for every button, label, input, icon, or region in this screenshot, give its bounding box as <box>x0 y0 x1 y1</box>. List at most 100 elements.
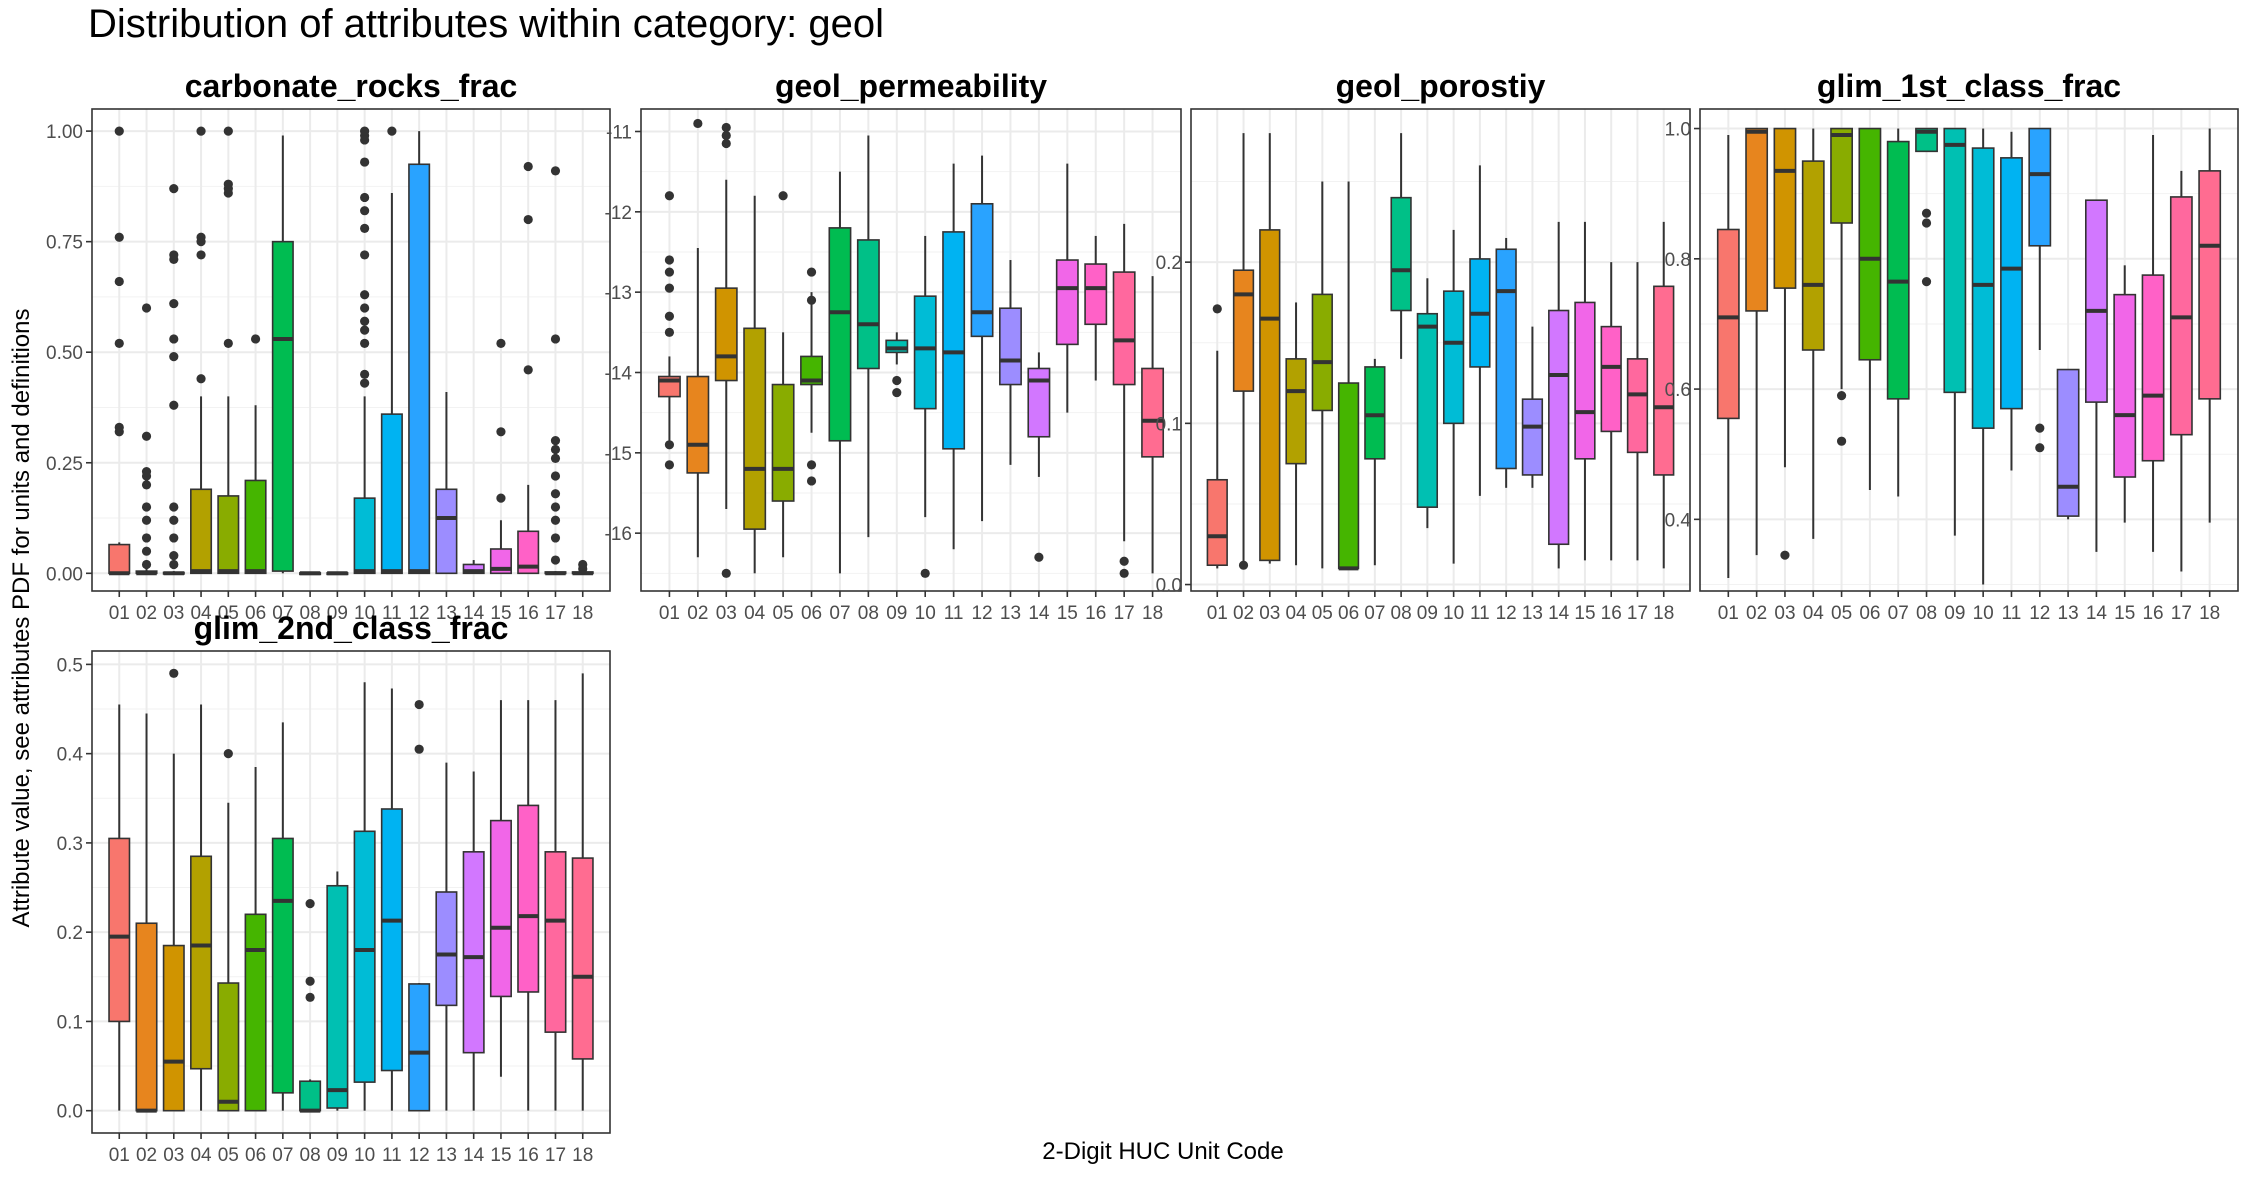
box-08 <box>856 135 880 538</box>
box-body <box>380 808 403 1072</box>
outlier-point <box>114 422 124 432</box>
panel-title: geol_permeability <box>775 68 1047 104</box>
outlier-point <box>141 559 152 570</box>
y-tick-label: 1.00 <box>46 122 83 143</box>
x-tick-label: 18 <box>572 1145 593 1166</box>
x-tick-label: 11 <box>2002 603 2022 624</box>
box-body <box>1600 325 1622 433</box>
box-body <box>462 563 485 575</box>
box-01 <box>657 191 681 470</box>
outlier-point <box>114 276 124 287</box>
x-tick-label: 02 <box>136 603 157 624</box>
x-tick-label: 02 <box>1746 603 1767 624</box>
x-tick-label: 05 <box>218 603 239 624</box>
box-15 <box>489 338 512 575</box>
box-03 <box>162 668 185 1112</box>
box-body <box>743 327 767 530</box>
x-tick-label: 11 <box>1470 603 1490 624</box>
box-body <box>1495 248 1517 470</box>
box-body <box>544 851 567 1033</box>
outlier-point <box>141 546 152 556</box>
box-04 <box>743 195 767 574</box>
box-12 <box>2028 127 2052 453</box>
x-tick-label: 07 <box>829 603 850 624</box>
outlier-point <box>360 250 370 260</box>
box-06 <box>800 267 823 486</box>
box-body <box>1311 293 1333 412</box>
box-body <box>2085 199 2108 403</box>
box-02 <box>1745 127 1769 556</box>
box-body <box>190 488 213 575</box>
panel-title: carbonate_rocks_frac <box>185 68 518 104</box>
outlier-point <box>550 515 561 525</box>
box-body <box>517 530 540 575</box>
box-07 <box>271 135 294 574</box>
box-08 <box>1915 127 1938 287</box>
x-tick-label: 08 <box>1916 603 1937 624</box>
x-tick-label: 08 <box>1391 603 1412 624</box>
outlier-point <box>169 515 179 525</box>
box-14 <box>1548 221 1570 569</box>
x-tick-label: 14 <box>1028 603 1050 624</box>
box-18 <box>1141 276 1165 574</box>
x-tick-label: 12 <box>409 603 430 624</box>
x-tick-label: 18 <box>1653 603 1674 624</box>
x-tick-label: 15 <box>1057 603 1078 624</box>
outlier-point <box>1780 550 1790 560</box>
x-tick-label: 12 <box>409 1145 430 1166</box>
outlier-point <box>169 352 179 362</box>
box-15 <box>2113 265 2137 523</box>
box-body <box>1574 301 1596 460</box>
box-body <box>217 982 240 1112</box>
outlier-point <box>360 369 370 379</box>
outlier-point <box>360 206 370 216</box>
box-06 <box>1337 181 1360 571</box>
box-11 <box>380 126 403 575</box>
panel-glim_2nd_class_frac: glim_2nd_class_frac 0.0 0.1 0.2 0.3 0.4 0.5 01 0… <box>57 610 611 1166</box>
page-title: Distribution of attributes within catego… <box>88 2 884 46</box>
box-body <box>1232 269 1255 392</box>
box-05 <box>217 126 240 575</box>
box-body <box>190 855 213 1070</box>
x-tick-label: 08 <box>300 603 321 624</box>
outlier-point <box>2035 423 2045 433</box>
box-body <box>271 837 294 1094</box>
outlier-point <box>141 502 152 512</box>
box-11 <box>2000 131 2023 471</box>
outlier-point <box>169 668 179 678</box>
box-04 <box>1801 128 1825 539</box>
outlier-point <box>778 191 788 201</box>
box-body <box>800 355 823 386</box>
box-07 <box>1364 358 1386 566</box>
box-11 <box>1469 165 1491 496</box>
x-tick-label: 17 <box>2171 603 2192 624</box>
outlier-point <box>550 166 561 176</box>
y-tick-label: 0.25 <box>46 454 83 475</box>
x-tick-label: 02 <box>687 603 708 624</box>
box-body <box>1801 160 1825 351</box>
box-body <box>2000 157 2023 410</box>
x-tick-label: 04 <box>1803 603 1825 624</box>
outlier-point <box>141 480 152 490</box>
box-17 <box>2169 170 2193 572</box>
outlier-point <box>360 157 370 167</box>
outlier-point <box>721 568 731 578</box>
box-body <box>489 819 512 998</box>
x-tick-label: 12 <box>2029 603 2050 624</box>
outlier-point <box>169 502 179 512</box>
box-body <box>1337 382 1360 570</box>
panel-border <box>1190 108 1691 592</box>
box-07 <box>1886 128 1910 497</box>
x-tick-label: 06 <box>1859 603 1880 624</box>
outlier-point <box>550 555 561 565</box>
outlier-point <box>360 223 370 233</box>
y-tick-label: 0.5 <box>57 655 83 676</box>
box-10 <box>353 126 376 575</box>
x-tick-label: 13 <box>1000 603 1021 624</box>
y-tick-label: -11 <box>606 122 632 143</box>
x-tick-label: 12 <box>971 603 992 624</box>
outlier-point <box>305 992 315 1002</box>
outlier-point <box>550 533 561 543</box>
x-tick-label: 07 <box>272 603 293 624</box>
box-10 <box>1442 229 1465 564</box>
